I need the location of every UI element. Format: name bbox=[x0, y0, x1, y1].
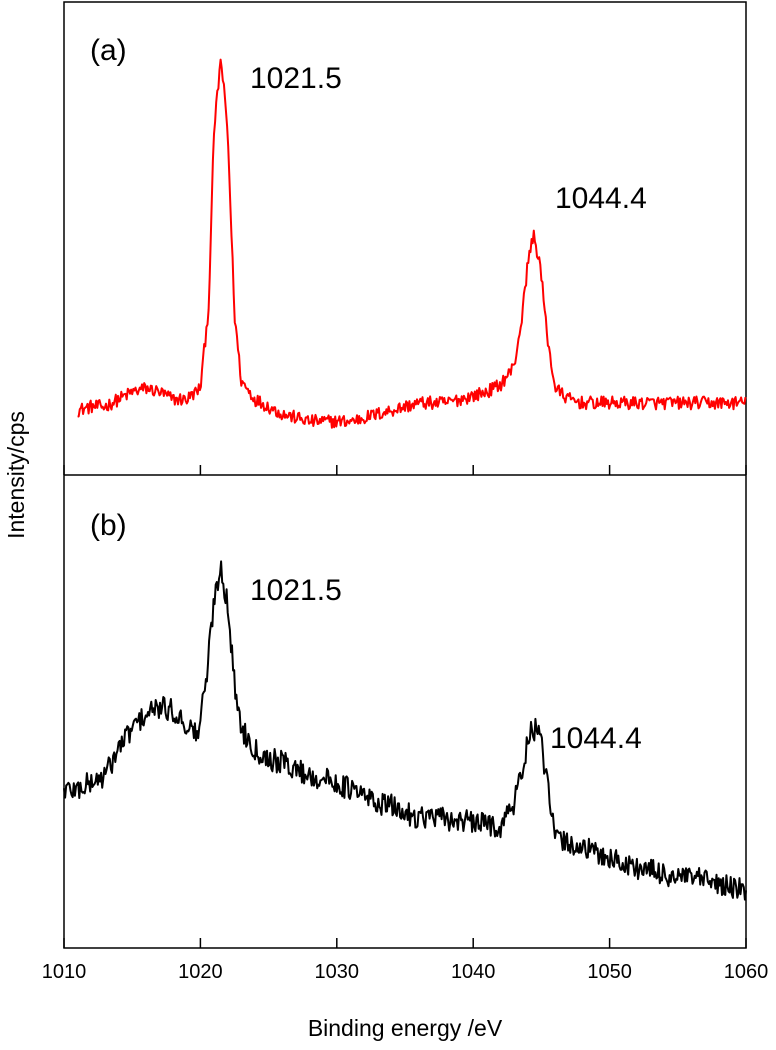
x-axis-ticks bbox=[63, 938, 747, 948]
x-tick-label: 1050 bbox=[587, 961, 632, 983]
x-tick-label: 1060 bbox=[724, 961, 769, 983]
panel-divider-ticks bbox=[63, 465, 747, 475]
panel-a-peak-label-2: 1044.4 bbox=[555, 182, 647, 215]
x-tick-label: 1010 bbox=[42, 961, 87, 983]
panel-b-peak-label-1: 1021.5 bbox=[250, 574, 342, 607]
x-axis-tick-labels: 1010 1020 1030 1040 1050 1060 bbox=[42, 961, 769, 983]
y-axis-title: Intensity/cps bbox=[3, 411, 29, 539]
x-axis-title: Binding energy /eV bbox=[308, 1015, 503, 1041]
spectrum-a-line bbox=[77, 58, 747, 429]
spectrum-b-line bbox=[63, 560, 747, 901]
x-tick-label: 1020 bbox=[178, 961, 223, 983]
panel-a-label: (a) bbox=[90, 34, 127, 67]
x-tick-label: 1030 bbox=[315, 961, 360, 983]
panel-b-label: (b) bbox=[90, 509, 127, 542]
panel-a-peak-label-1: 1021.5 bbox=[250, 62, 342, 95]
panel-b-peak-label-2: 1044.4 bbox=[550, 722, 642, 755]
x-tick-label: 1040 bbox=[451, 961, 496, 983]
